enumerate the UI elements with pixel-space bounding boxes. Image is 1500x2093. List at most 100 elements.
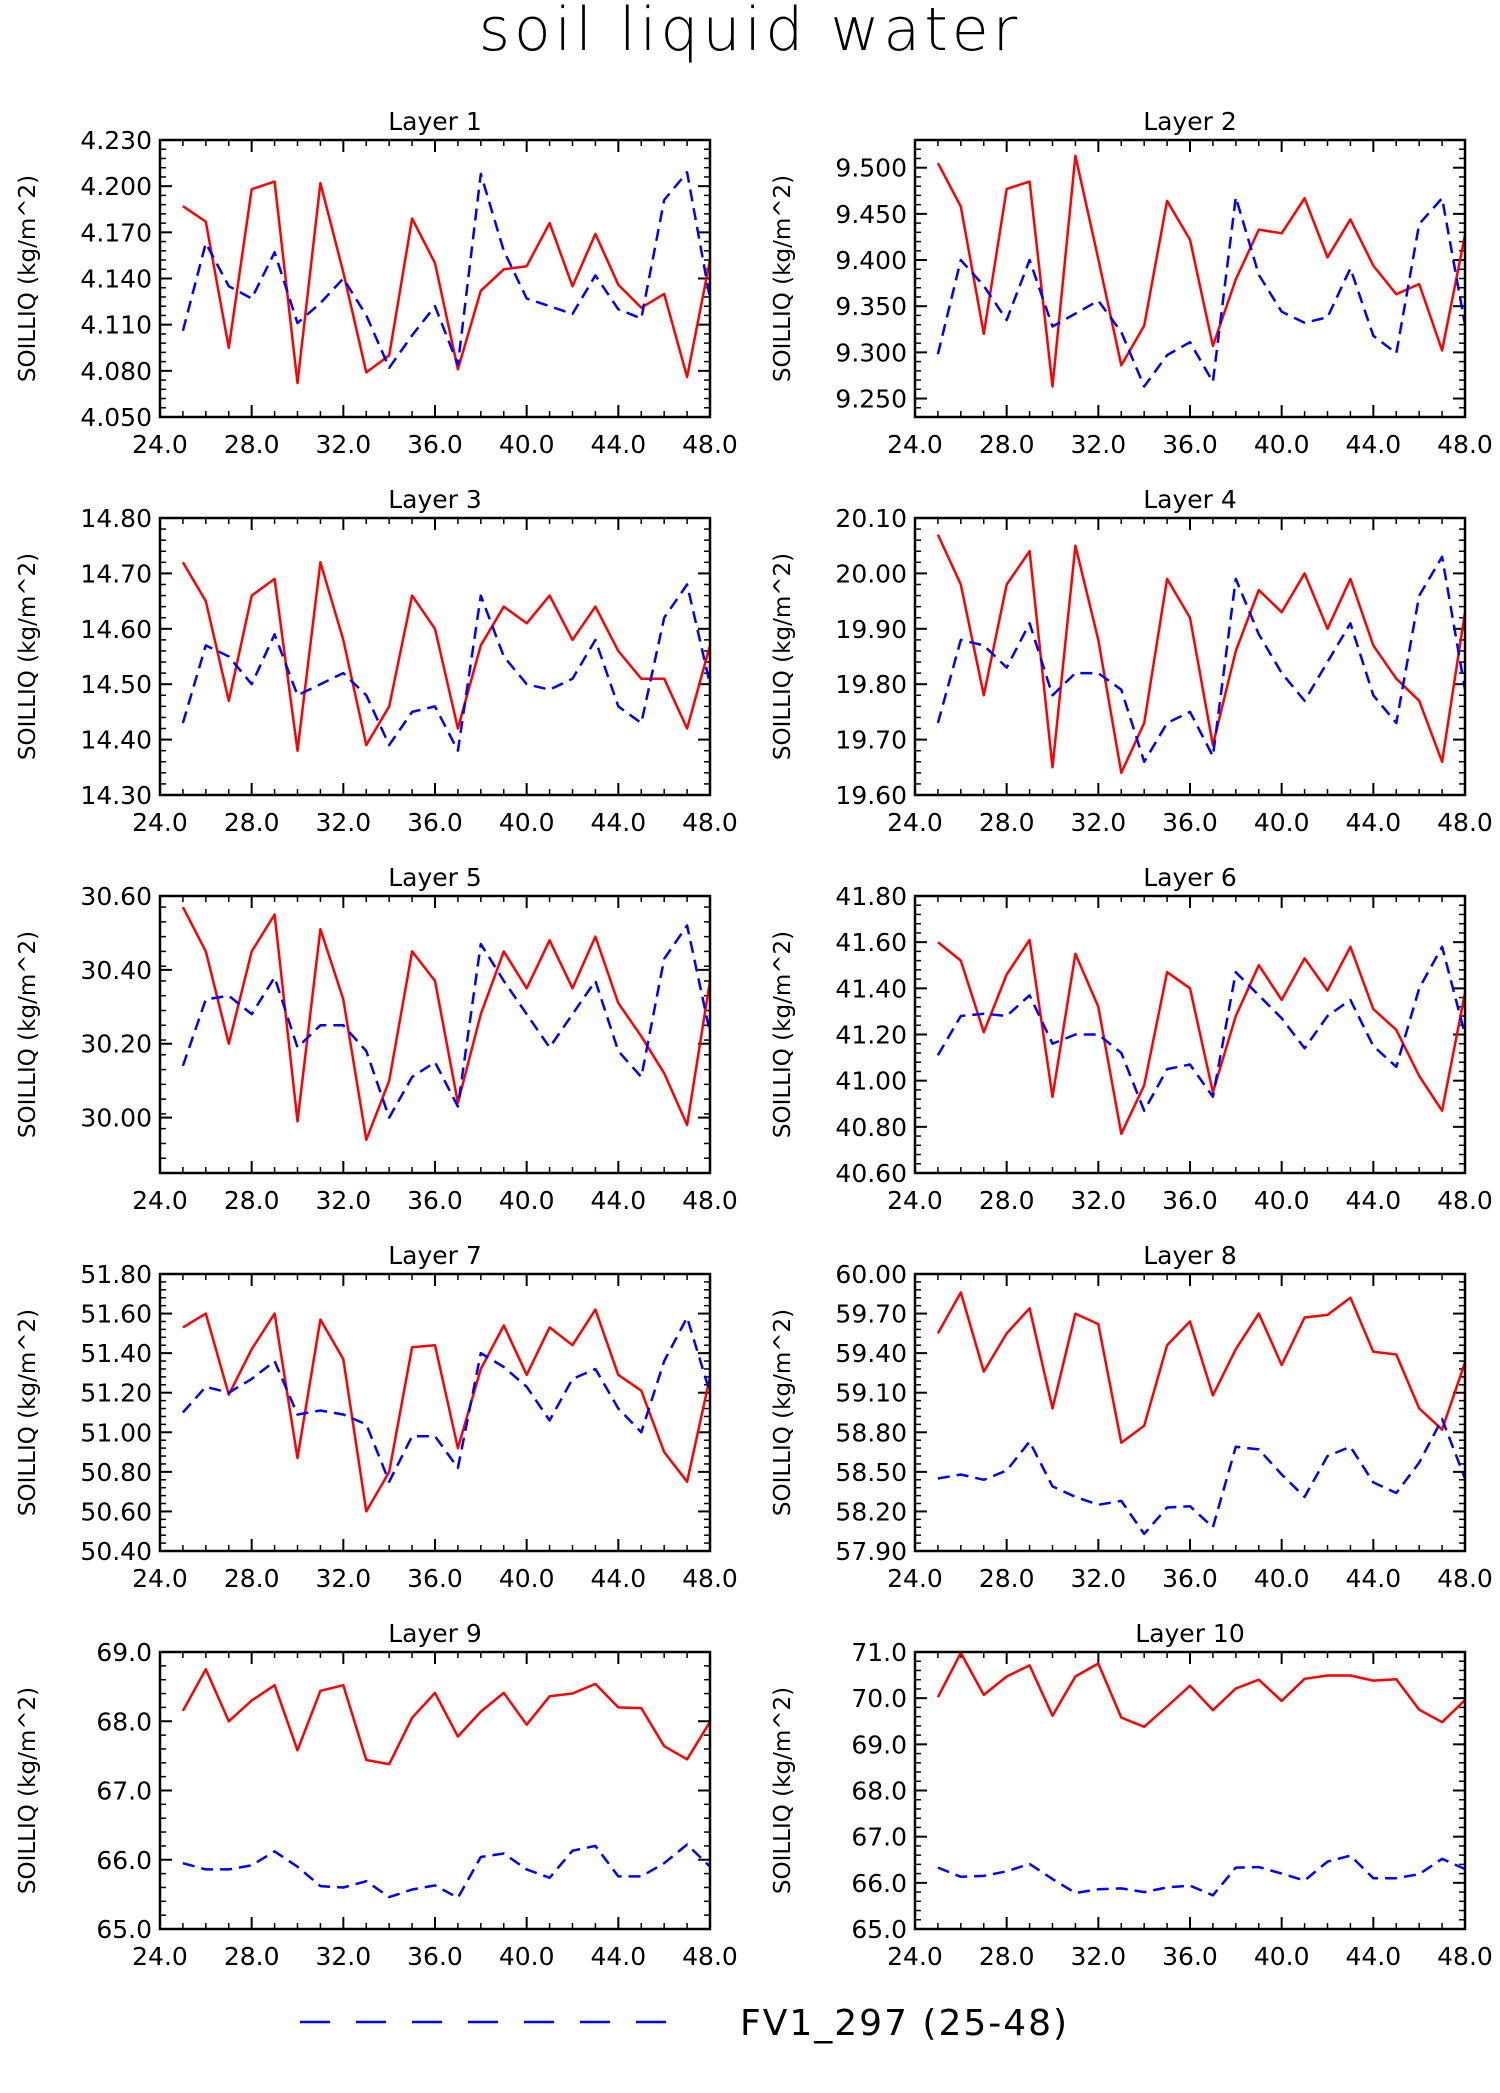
panel-layer-8: Layer 8 SOILLIQ (kg/m^2) 24.0 28.0 32.0 36.0 4…	[770, 1241, 1493, 1593]
x-tick-label: 28.0	[224, 430, 280, 459]
panel-title: Layer 1	[388, 107, 482, 136]
y-tick-label: 14.50	[80, 670, 152, 699]
panels: Layer 1 SOILLIQ (kg/m^2) 24.0 28.0 32.0 36.0 4…	[15, 107, 1493, 1971]
x-tick-label: 36.0	[407, 808, 463, 837]
x-tick-label: 32.0	[1070, 430, 1126, 459]
x-tick-label: 40.0	[499, 1942, 555, 1971]
x-tick-label: 40.0	[1254, 1564, 1310, 1593]
panel-layer-3: Layer 3 SOILLIQ (kg/m^2) 24.0 28.0 32.0 36.0 4…	[15, 485, 738, 837]
x-tick-label: 44.0	[1345, 808, 1401, 837]
y-tick-label: 14.40	[80, 726, 152, 755]
y-tick-label: 9.300	[835, 338, 907, 367]
y-axis-label: SOILLIQ (kg/m^2)	[15, 1309, 41, 1516]
x-tick-label: 32.0	[315, 808, 371, 837]
x-tick-label: 32.0	[315, 430, 371, 459]
y-tick-label: 9.400	[835, 246, 907, 275]
y-tick-label: 67.0	[96, 1777, 152, 1806]
x-tick-label: 36.0	[407, 1186, 463, 1215]
series-line-blue-dashed	[937, 1854, 1465, 1897]
x-tick-label: 28.0	[979, 430, 1035, 459]
x-tick-label: 40.0	[499, 1564, 555, 1593]
y-tick-label: 14.80	[80, 504, 152, 533]
y-tick-label: 60.00	[835, 1260, 907, 1289]
x-tick-label: 44.0	[1345, 1564, 1401, 1593]
x-tick-label: 32.0	[315, 1942, 371, 1971]
legend: FV1_297 (25-48)	[300, 2003, 1069, 2044]
x-tick-label: 36.0	[1162, 1186, 1218, 1215]
y-tick-label: 4.080	[80, 357, 152, 386]
y-axis-label: SOILLIQ (kg/m^2)	[770, 931, 796, 1138]
y-tick-label: 4.140	[80, 265, 152, 294]
x-tick-label: 36.0	[1162, 808, 1218, 837]
figure-title: soil liquid water	[479, 0, 1022, 65]
x-tick-label: 48.0	[682, 1564, 738, 1593]
y-tick-label: 40.60	[835, 1159, 907, 1188]
y-tick-label: 4.230	[80, 126, 152, 155]
y-tick-label: 41.40	[835, 974, 907, 1003]
x-tick-label: 48.0	[1437, 1564, 1493, 1593]
panel-layer-6: Layer 6 SOILLIQ (kg/m^2) 24.0 28.0 32.0 36.0 4…	[770, 863, 1493, 1215]
panel-layer-4: Layer 4 SOILLIQ (kg/m^2) 24.0 28.0 32.0 36.0 4…	[770, 485, 1493, 837]
series-line-blue-dashed	[937, 1417, 1465, 1536]
x-tick-label: 40.0	[1254, 1942, 1310, 1971]
x-tick-label: 48.0	[1437, 430, 1493, 459]
y-tick-label: 59.40	[835, 1339, 907, 1368]
y-tick-label: 66.0	[851, 1869, 907, 1898]
x-tick-label: 40.0	[499, 808, 555, 837]
x-tick-label: 40.0	[499, 1186, 555, 1215]
panel-title: Layer 6	[1143, 863, 1237, 892]
x-tick-label: 32.0	[1070, 808, 1126, 837]
x-tick-label: 48.0	[1437, 808, 1493, 837]
y-axis-label: SOILLIQ (kg/m^2)	[15, 175, 41, 382]
y-tick-label: 51.80	[80, 1260, 152, 1289]
y-tick-label: 51.20	[80, 1379, 152, 1408]
x-tick-label: 24.0	[132, 430, 188, 459]
plot-frame	[913, 138, 1467, 419]
y-tick-label: 51.00	[80, 1418, 152, 1447]
y-tick-label: 65.0	[96, 1915, 152, 1944]
panel-layer-7: Layer 7 SOILLIQ (kg/m^2) 24.0 28.0 32.0 36.0 4…	[15, 1241, 738, 1593]
y-tick-label: 59.70	[835, 1300, 907, 1329]
series-line-blue-dashed	[182, 1843, 710, 1900]
y-tick-label: 4.110	[80, 311, 152, 340]
y-tick-label: 9.250	[835, 385, 907, 414]
x-tick-label: 24.0	[887, 1942, 943, 1971]
series-line-red-solid	[181, 561, 710, 752]
y-tick-label: 20.10	[835, 504, 907, 533]
y-tick-label: 69.0	[96, 1638, 152, 1667]
y-tick-label: 68.0	[851, 1777, 907, 1806]
y-tick-label: 4.170	[80, 218, 152, 247]
y-tick-label: 67.0	[851, 1823, 907, 1852]
y-tick-label: 70.0	[851, 1684, 907, 1713]
y-axis-label: SOILLIQ (kg/m^2)	[770, 1309, 796, 1516]
plot-frame	[158, 516, 712, 797]
x-tick-label: 32.0	[1070, 1186, 1126, 1215]
legend-label-0: FV1_297 (25-48)	[740, 2003, 1069, 2044]
y-axis-label: SOILLIQ (kg/m^2)	[15, 1687, 41, 1894]
x-tick-label: 40.0	[499, 430, 555, 459]
x-tick-label: 24.0	[887, 1564, 943, 1593]
x-tick-label: 40.0	[1254, 1186, 1310, 1215]
panel-title: Layer 7	[388, 1241, 482, 1270]
series-line-red-solid	[182, 180, 710, 385]
panel-layer-9: Layer 9 SOILLIQ (kg/m^2) 24.0 28.0 32.0 36.0 4…	[15, 1619, 738, 1971]
series-line-red-solid	[936, 1291, 1465, 1445]
plot-frame	[913, 516, 1467, 797]
y-axis-label: SOILLIQ (kg/m^2)	[770, 175, 796, 382]
x-tick-label: 32.0	[1070, 1942, 1126, 1971]
x-tick-label: 36.0	[1162, 1942, 1218, 1971]
x-tick-label: 36.0	[407, 1942, 463, 1971]
x-tick-label: 32.0	[315, 1186, 371, 1215]
series-line-red-solid	[182, 1308, 710, 1513]
x-tick-label: 44.0	[1345, 1186, 1401, 1215]
x-tick-label: 48.0	[1437, 1942, 1493, 1971]
panel-title: Layer 4	[1143, 485, 1237, 514]
panel-title: Layer 9	[388, 1619, 482, 1648]
x-tick-label: 48.0	[682, 1942, 738, 1971]
x-tick-label: 36.0	[1162, 430, 1218, 459]
plot-frame	[158, 1650, 712, 1931]
series-line-blue-dashed	[181, 924, 710, 1119]
y-tick-label: 50.60	[80, 1497, 152, 1526]
series-line-red-solid	[937, 938, 1465, 1136]
